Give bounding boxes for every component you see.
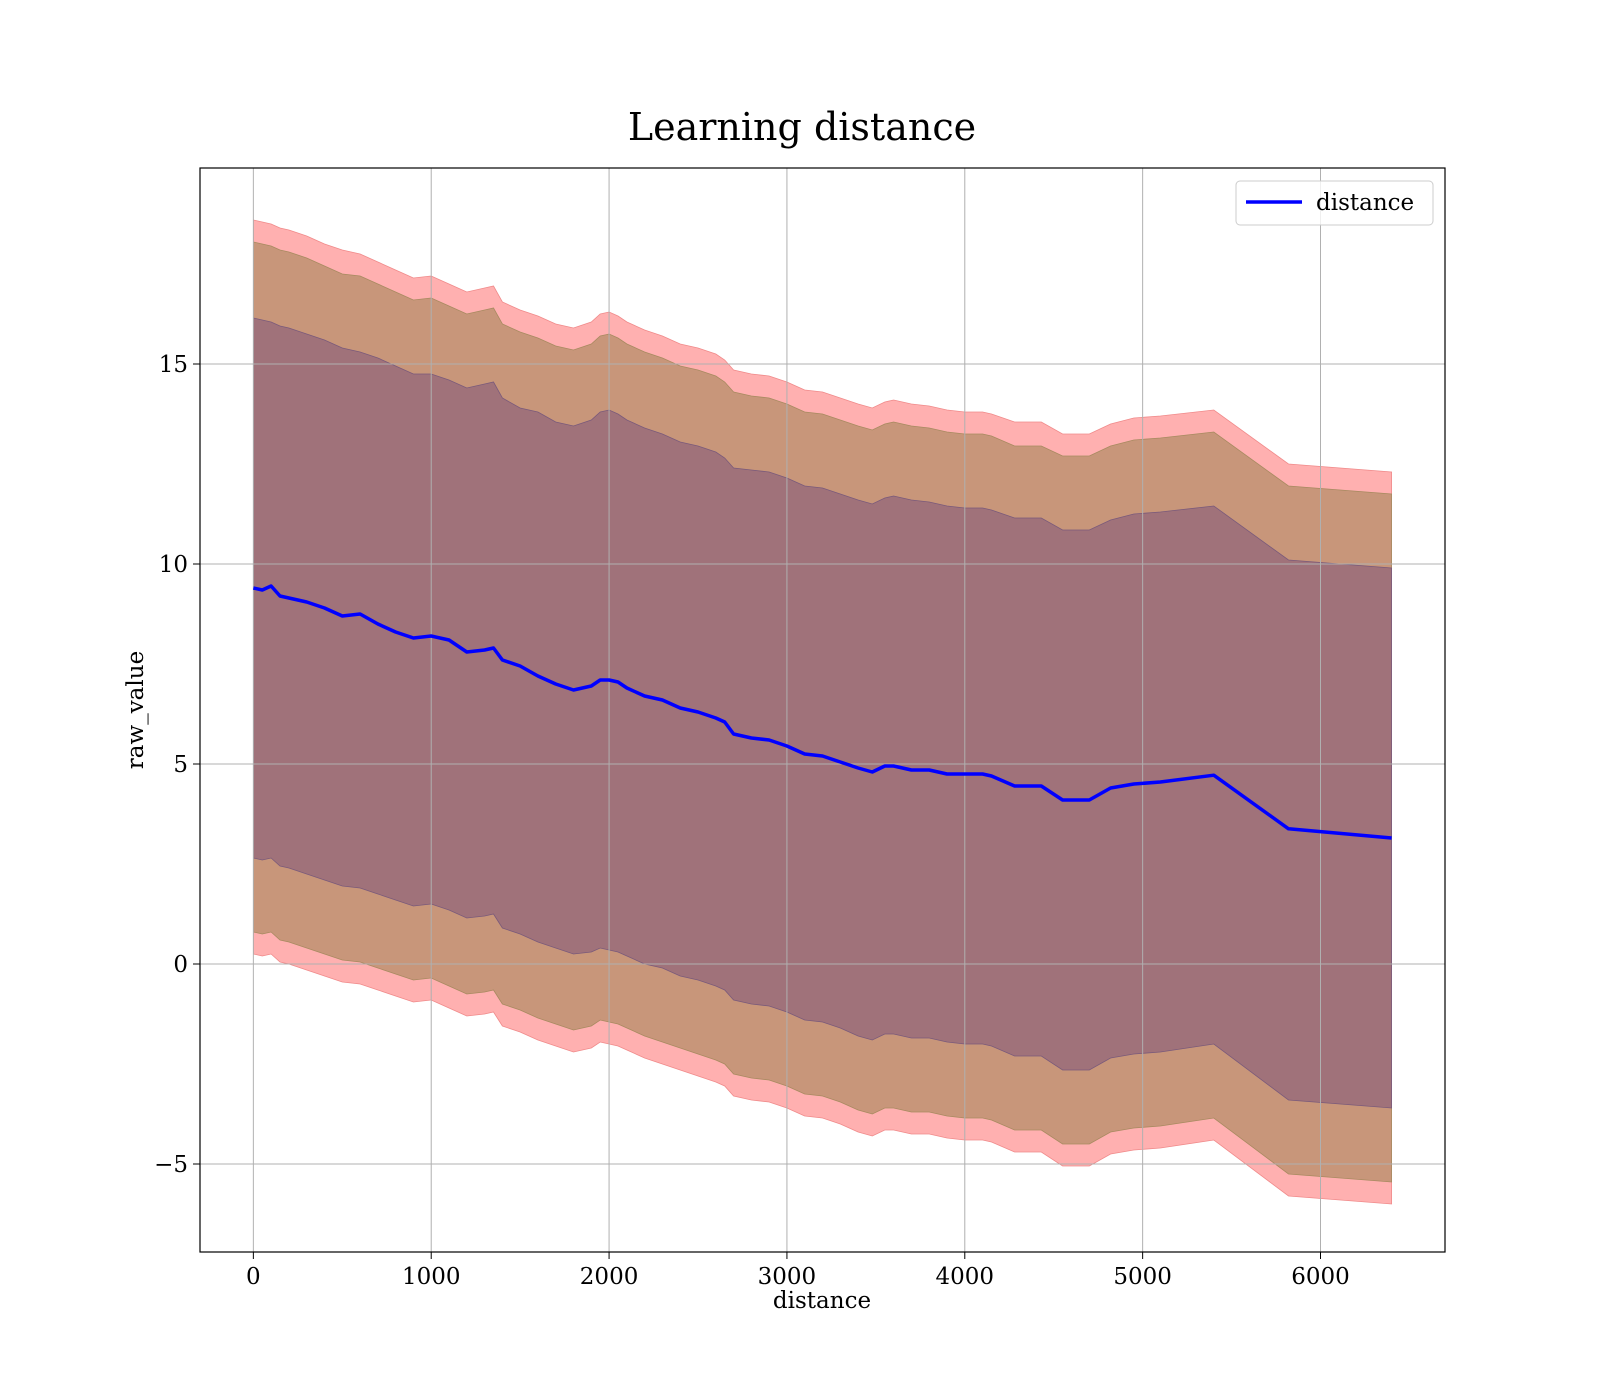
y-tick-label: 0 — [173, 952, 188, 978]
y-axis-label: raw_value — [123, 651, 149, 769]
band-inner — [253, 317, 1392, 1109]
x-axis-label: distance — [773, 1288, 871, 1314]
grid — [200, 168, 1445, 1252]
x-tick-label: 6000 — [1291, 1264, 1350, 1290]
series-line-distance — [253, 584, 1392, 840]
legend: distance — [1235, 180, 1434, 226]
x-tick-label: 5000 — [1113, 1264, 1172, 1290]
legend-box — [1235, 180, 1434, 226]
series-lines — [253, 584, 1392, 840]
confidence-bands — [253, 219, 1392, 1205]
legend-label-distance: distance — [1316, 190, 1414, 216]
y-tick-label: 5 — [173, 752, 188, 778]
x-tick-label: 0 — [246, 1264, 261, 1290]
plot-frame — [199, 167, 1446, 1253]
x-tick-label: 2000 — [580, 1264, 639, 1290]
chart-title: Learning distance — [628, 105, 976, 149]
y-axis-ticks: −5 0 5 10 15 — [154, 352, 200, 1178]
x-tick-label: 4000 — [936, 1264, 995, 1290]
x-tick-label: 3000 — [758, 1264, 817, 1290]
x-tick-label: 1000 — [402, 1264, 461, 1290]
y-tick-label: 10 — [159, 552, 188, 578]
x-axis-ticks: 0 1000 2000 3000 4000 5000 6000 — [246, 1252, 1350, 1290]
y-tick-label: 15 — [159, 352, 188, 378]
y-tick-label: −5 — [154, 1152, 188, 1178]
